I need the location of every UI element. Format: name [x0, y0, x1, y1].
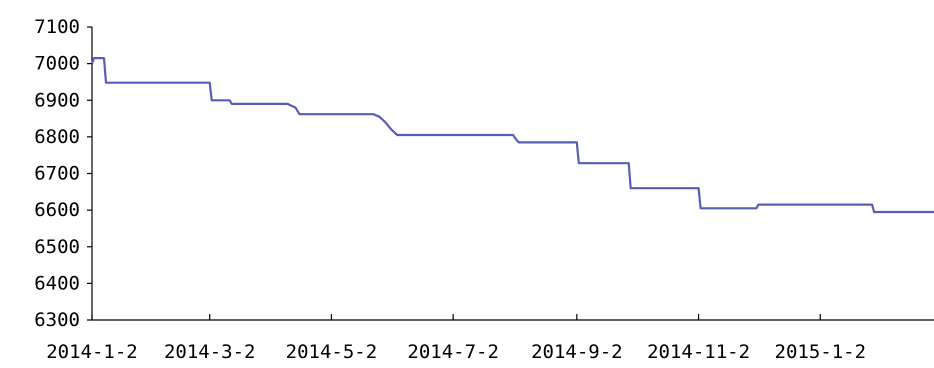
x-tick-label: 2015-1-2: [775, 341, 867, 363]
y-tick-label: 6700: [34, 163, 80, 185]
y-tick-label: 6600: [34, 199, 80, 221]
y-axis: 6300 6400 6500 6600 6700 6800 6900 7000 7100: [34, 16, 93, 331]
y-tick-label: 6300: [34, 309, 80, 331]
y-tick-label: 7000: [34, 53, 80, 75]
y-tick-label: 6800: [34, 126, 80, 148]
y-tick-label: 6400: [34, 272, 80, 294]
x-tick-label: 2014-5-2: [286, 341, 378, 363]
series-line-0: [90, 56, 934, 214]
x-tick-label: 2014-9-2: [531, 341, 623, 363]
y-tick-label: 7100: [34, 16, 80, 38]
y-tick-label: 6500: [34, 236, 80, 258]
x-axis: 2014-1-2 2014-3-2 2014-5-2 2014-7-2 2014-9-2…: [46, 314, 934, 363]
x-tick-label: 2014-1-2: [46, 341, 138, 363]
x-tick-label: 2014-7-2: [407, 341, 499, 363]
x-tick-label: 2014-3-2: [164, 341, 256, 363]
plot-area: [90, 56, 934, 214]
x-tick-label: 2014-11-2: [647, 341, 750, 363]
y-tick-label: 6900: [34, 89, 80, 111]
